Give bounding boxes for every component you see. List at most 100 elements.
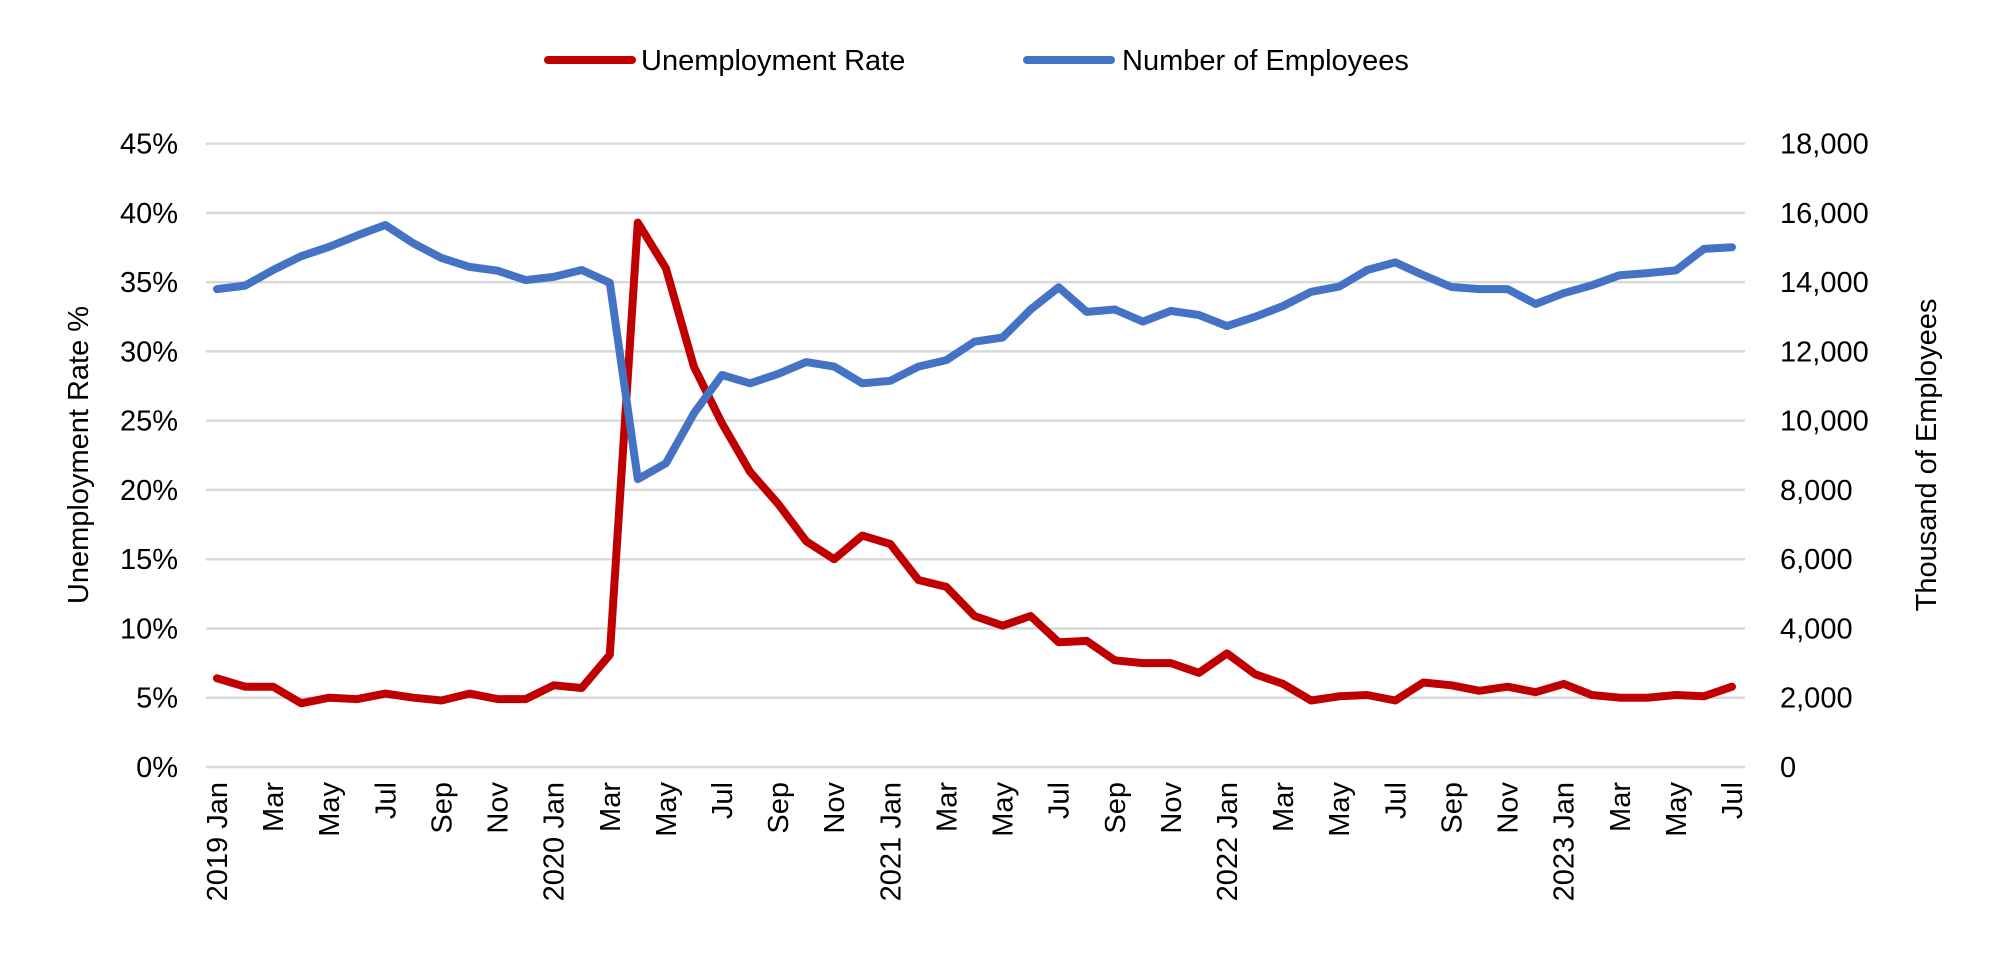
employees-point — [1114, 308, 1116, 310]
x-tick-label: 2019 Jan — [202, 782, 234, 901]
employees-point — [974, 341, 975, 343]
right-tick-label: 2,000 — [1780, 683, 1853, 715]
right-tick-label: 0 — [1780, 752, 1796, 784]
employees-point — [412, 242, 414, 244]
x-tick-label: Mar — [1268, 782, 1300, 832]
unemployment-point — [1591, 694, 1593, 696]
employees-point — [525, 279, 527, 281]
legend: Unemployment Rate Number of Employees — [544, 45, 1409, 77]
employees-point — [805, 361, 807, 363]
unemployment-point — [665, 267, 667, 269]
x-tick-label: Jul — [707, 782, 739, 819]
unemployment-point — [1170, 662, 1172, 664]
unemployment-point — [300, 702, 302, 704]
unemployment-point — [553, 684, 555, 686]
employees-point — [328, 246, 330, 248]
right-tick-label: 18,000 — [1780, 129, 1869, 161]
unemployment-point — [945, 586, 947, 588]
employees-point — [1198, 314, 1200, 316]
employees-point — [1563, 292, 1565, 294]
unemployment-point — [440, 700, 442, 702]
x-tick-label: Jul — [1717, 782, 1749, 819]
x-tick-label: Mar — [931, 782, 963, 832]
left-tick-label: 40% — [120, 198, 178, 230]
employees-point — [1479, 288, 1480, 290]
employees-point — [1282, 305, 1284, 307]
unemployment-point — [609, 654, 611, 656]
employees-point — [300, 255, 302, 257]
employees-point — [1450, 286, 1452, 288]
gridlines — [206, 142, 1745, 769]
x-tick-label: Jul — [1044, 782, 1076, 819]
unemployment-point — [1086, 640, 1088, 642]
right-tick-label: 4,000 — [1780, 613, 1853, 645]
employees-point — [1170, 310, 1172, 312]
x-axis-ticks: 2019 Jan Mar May Jul Sep Nov 2020 Jan Mar May Jul… — [202, 782, 1749, 902]
employees-point — [609, 282, 611, 284]
employees-point — [721, 374, 723, 376]
unemployment-point — [1394, 700, 1396, 702]
right-tick-label: 16,000 — [1780, 198, 1869, 230]
right-axis-title: Thousand of Employees — [1911, 299, 1943, 612]
left-tick-label: 10% — [120, 613, 178, 645]
unemployment-point — [749, 471, 751, 473]
employees-point — [384, 224, 386, 226]
employees-point — [440, 257, 442, 259]
unemployment-point — [1619, 697, 1621, 699]
unemployment-point — [721, 422, 723, 424]
unemployment-point — [974, 615, 975, 617]
right-axis-ticks: 0 2,000 4,000 6,000 8,000 10,000 12,000 14,000 1… — [1780, 129, 1869, 784]
unemployment-point — [244, 686, 246, 688]
unemployment-point — [412, 697, 414, 699]
employees-point — [1422, 274, 1424, 276]
employees-point — [216, 288, 218, 290]
unemployment-point — [216, 677, 218, 679]
unemployment-point — [1450, 684, 1452, 686]
left-tick-label: 45% — [120, 129, 178, 161]
unemployment-point — [1142, 662, 1144, 664]
employees-point — [693, 412, 695, 414]
employees-point — [1254, 316, 1256, 318]
unemployment-point — [384, 693, 386, 695]
unemployment-point — [1479, 690, 1480, 692]
x-tick-label: 2020 Jan — [539, 782, 571, 901]
left-tick-label: 20% — [120, 475, 178, 507]
unemployment-point — [861, 535, 863, 537]
employees-point — [1338, 286, 1340, 288]
employees-point — [1086, 311, 1088, 313]
x-tick-label: May — [988, 782, 1020, 837]
x-tick-label: Sep — [1436, 782, 1468, 834]
employees-point — [749, 382, 751, 384]
left-axis-title: Unemployment Rate % — [63, 306, 95, 604]
x-tick-label: Sep — [1100, 782, 1132, 834]
employees-point — [1142, 321, 1144, 323]
x-tick-label: Mar — [1605, 782, 1637, 832]
unemployment-point — [1058, 641, 1060, 643]
employees-point — [1366, 269, 1368, 271]
unemployment-point — [525, 698, 527, 700]
employees-point — [1058, 286, 1060, 288]
employees-point — [945, 359, 947, 361]
unemployment-point — [1507, 686, 1509, 688]
x-tick-label: May — [651, 782, 683, 837]
unemployment-point — [1647, 697, 1649, 699]
unemployment-point — [1198, 672, 1200, 674]
employees-point — [356, 234, 358, 236]
unemployment-point — [1226, 652, 1228, 654]
employees-point — [777, 373, 779, 375]
x-tick-label: Sep — [426, 782, 458, 834]
right-tick-label: 12,000 — [1780, 336, 1869, 368]
employees-point — [917, 366, 919, 368]
employees-point — [272, 269, 274, 271]
x-tick-label: Mar — [595, 782, 627, 832]
x-tick-label: Jul — [370, 782, 402, 819]
left-tick-label: 35% — [120, 267, 178, 299]
x-tick-label: Mar — [258, 782, 290, 832]
left-tick-label: 5% — [136, 683, 178, 715]
employees-point — [889, 380, 891, 382]
employees-point — [469, 266, 470, 268]
employees-point — [1226, 325, 1228, 327]
employees-point — [1002, 337, 1004, 339]
unemployment-point — [469, 693, 470, 695]
unemployment-point — [889, 543, 891, 545]
